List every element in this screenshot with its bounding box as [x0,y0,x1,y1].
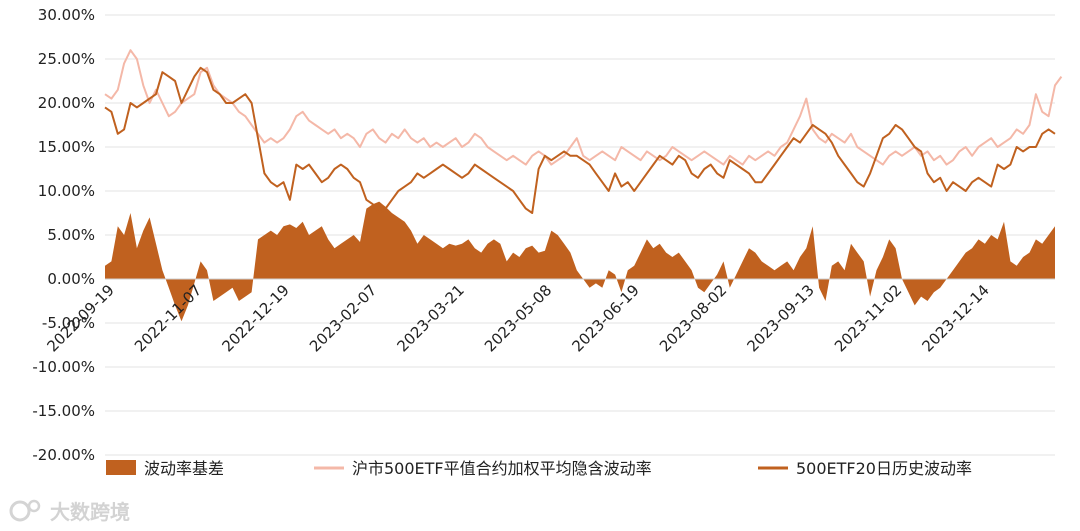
watermark-logo-dot-icon [27,499,41,513]
x-tick-label: 2023-05-08 [481,281,555,355]
x-tick-label: 2023-03-21 [393,281,467,355]
line-layer [104,49,1063,214]
y-tick-label: 15.00% [38,138,95,156]
y-tick-label: -5.00% [42,314,95,332]
x-tick-label: 2023-06-19 [568,281,642,355]
x-tick-label: 2023-02-07 [306,281,380,355]
x-tick-label: 2023-08-02 [656,281,730,355]
watermark-logo-icon [9,500,31,522]
y-tick-label: 10.00% [38,182,95,200]
series-line-implied-vol [104,49,1063,166]
legend-label-historical-vol: 500ETF20日历史波动率 [796,459,972,478]
grid-lines [105,14,1055,456]
y-axis: 30.00% 25.00% 20.00% 15.00% 10.00% 5.00% 0.00%… [32,6,95,464]
series-line-historical-vol [104,66,1056,214]
legend-item-historical-vol: 500ETF20日历史波动率 [758,459,972,478]
x-axis: 2022-09-19 2022-11-07 2022-12-19 2023-02-07… [43,278,1055,355]
legend-label-basis: 波动率基差 [144,459,224,478]
y-tick-label: 30.00% [38,6,95,24]
legend-item-basis: 波动率基差 [106,459,224,478]
series-area-basis [105,201,1055,322]
x-tick-label: 2022-11-07 [131,281,205,355]
y-tick-label: -15.00% [32,402,95,420]
watermark: 大数跨境 [9,499,130,524]
legend-label-implied-vol: 沪市500ETF平值合约加权平均隐含波动率 [352,459,652,478]
y-tick-label: -20.00% [32,446,95,464]
y-tick-label: -10.00% [32,358,95,376]
legend-item-implied-vol: 沪市500ETF平值合约加权平均隐含波动率 [314,459,652,478]
y-tick-label: 0.00% [47,270,95,288]
x-tick-label: 2023-11-02 [831,281,905,355]
watermark-text: 大数跨境 [50,500,130,524]
x-tick-label: 2022-12-19 [218,281,292,355]
x-tick-label: 2023-09-13 [743,281,817,355]
y-tick-label: 5.00% [47,226,95,244]
legend: 波动率基差 沪市500ETF平值合约加权平均隐含波动率 500ETF20日历史波… [106,459,972,478]
y-tick-label: 20.00% [38,94,95,112]
y-tick-label: 25.00% [38,50,95,68]
legend-swatch-basis [106,460,136,475]
basis-area-layer [105,201,1055,322]
